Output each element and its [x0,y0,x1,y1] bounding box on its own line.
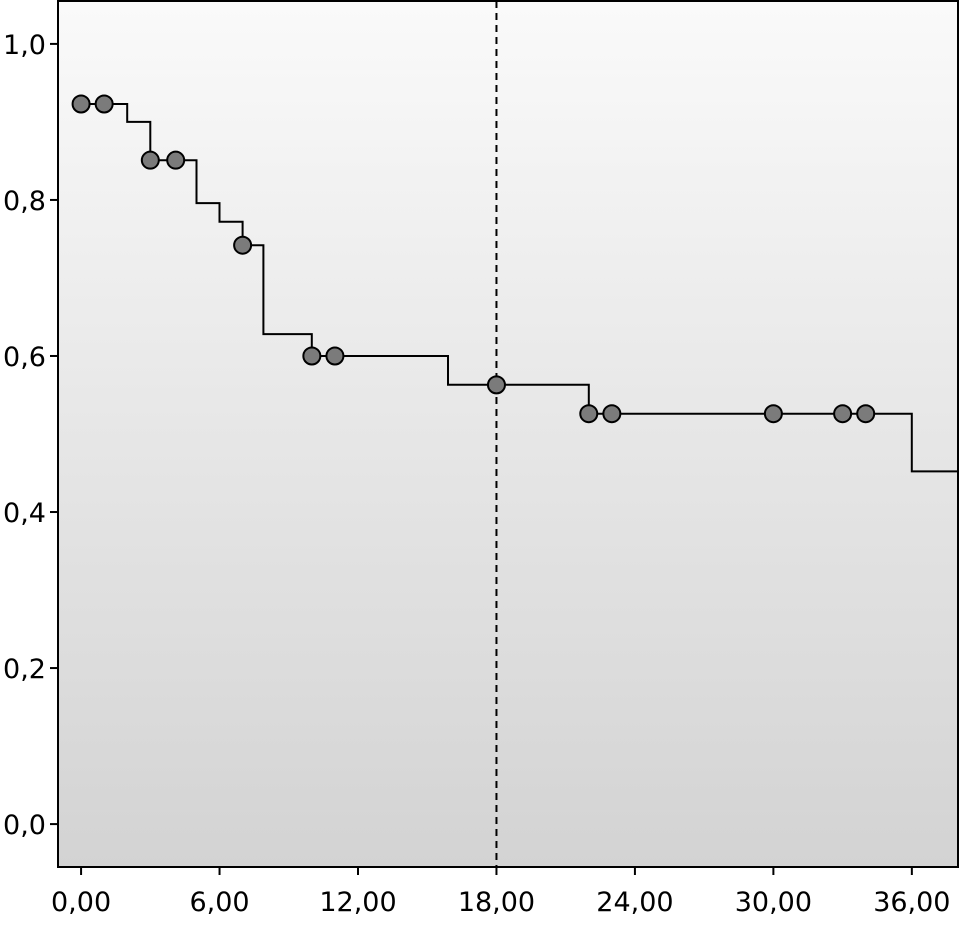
censor-marker [94,94,114,114]
y-tick-label: 0,8 [3,186,46,217]
censor-marker [856,404,876,424]
censor-marker [763,404,783,424]
x-tick-label: 36,00 [873,887,950,918]
y-tick-label: 0,2 [3,654,46,685]
x-tick-label: 18,00 [458,887,535,918]
censor-marker [325,346,345,366]
y-axis: 0,0 0,2 0,4 0,6 0,8 1,0 [3,30,58,841]
y-tick-label: 1,0 [3,30,46,61]
censor-marker [579,404,599,424]
censor-marker [833,404,853,424]
y-tick-label: 0,0 [3,810,46,841]
plot-area [57,0,959,868]
x-tick-label: 12,00 [319,887,396,918]
censor-marker [233,235,253,255]
survival-step-line [81,103,958,473]
censor-marker [302,346,322,366]
x-tick-label: 6,00 [189,887,249,918]
y-tick-label: 0,4 [3,498,46,529]
censor-marker [602,404,622,424]
y-tick-label: 0,6 [3,342,46,373]
censor-marker-layer [71,94,876,424]
censor-marker [166,150,186,170]
x-tick-label: 30,00 [735,887,812,918]
x-tick-label: 0,00 [51,887,111,918]
censor-marker [486,375,506,395]
censor-marker [71,94,91,114]
x-axis: 0,00 6,00 12,00 18,00 24,00 30,00 36,00 [51,867,950,918]
survival-curve-layer [81,103,958,473]
censor-marker [140,150,160,170]
x-tick-label: 24,00 [596,887,673,918]
